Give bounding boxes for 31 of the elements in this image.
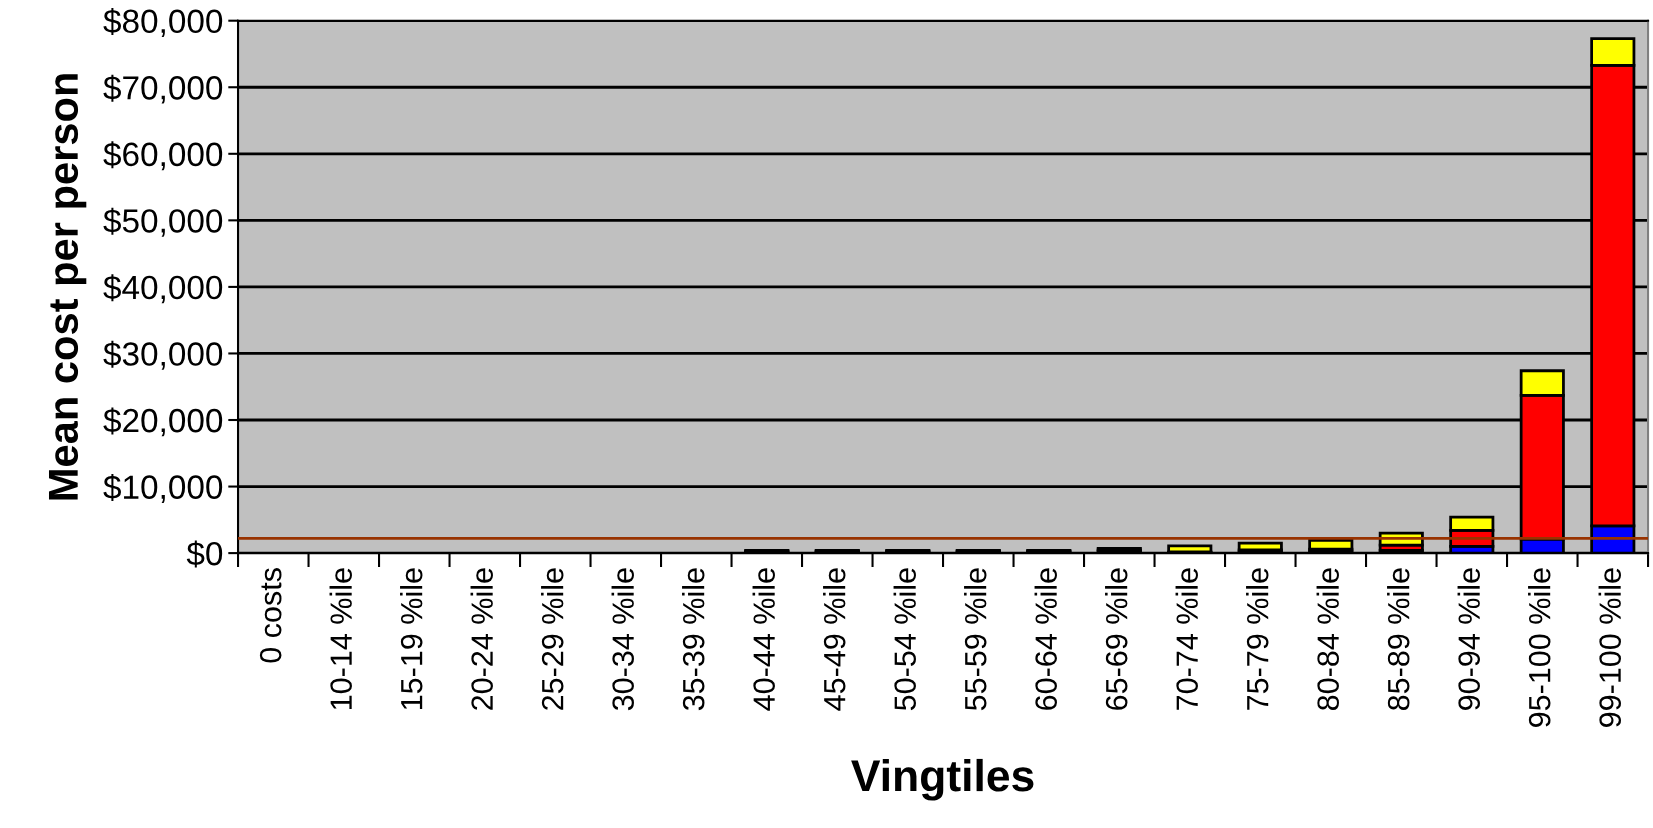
- x-tick-label: 65-69 %ile: [1105, 568, 1128, 710]
- y-tick-label: $70,000: [103, 74, 223, 104]
- x-tick-label: 0 costs: [259, 568, 282, 663]
- x-tick-label: 99-100 %ile: [1598, 568, 1621, 727]
- x-tick-label: 70-74 %ile: [1175, 568, 1198, 710]
- x-tick-label: 20-24 %ile: [470, 568, 493, 710]
- y-tick-label: $10,000: [103, 473, 223, 503]
- y-tick-label: $40,000: [103, 274, 223, 304]
- y-tick-label: $20,000: [103, 407, 223, 437]
- x-axis-title: Vingtiles: [851, 758, 1034, 801]
- x-tick-label: 85-89 %ile: [1387, 568, 1410, 711]
- x-tick-label: 25-29 %ile: [541, 568, 564, 710]
- x-tick-label: 45-49 %ile: [823, 568, 846, 711]
- x-tick-label: 15-19 %ile: [400, 568, 423, 710]
- y-tick-label: $30,000: [103, 340, 223, 370]
- x-tick-label: 90-94 %ile: [1457, 568, 1480, 710]
- y-tick-label: $80,000: [103, 8, 223, 38]
- y-tick-label: $0: [186, 540, 223, 568]
- x-tick-label: 40-44 %ile: [752, 568, 775, 711]
- x-tick-label: 10-14 %ile: [329, 568, 352, 710]
- x-tick-label: 50-54 %ile: [893, 568, 916, 711]
- x-tick-label: 95-100 %ile: [1528, 568, 1551, 727]
- x-tick-label: 55-59 %ile: [964, 568, 987, 711]
- x-tick-label: 60-64 %ile: [1034, 568, 1057, 710]
- y-tick-label: $50,000: [103, 207, 223, 237]
- x-tick-label: 75-79 %ile: [1246, 568, 1269, 710]
- x-tick-label: 80-84 %ile: [1316, 568, 1339, 711]
- x-tick-label: 35-39 %ile: [682, 568, 705, 711]
- y-axis-title: Mean cost per person: [48, 74, 87, 500]
- x-tick-label: 30-34 %ile: [611, 568, 634, 711]
- y-tick-label: $60,000: [103, 141, 223, 171]
